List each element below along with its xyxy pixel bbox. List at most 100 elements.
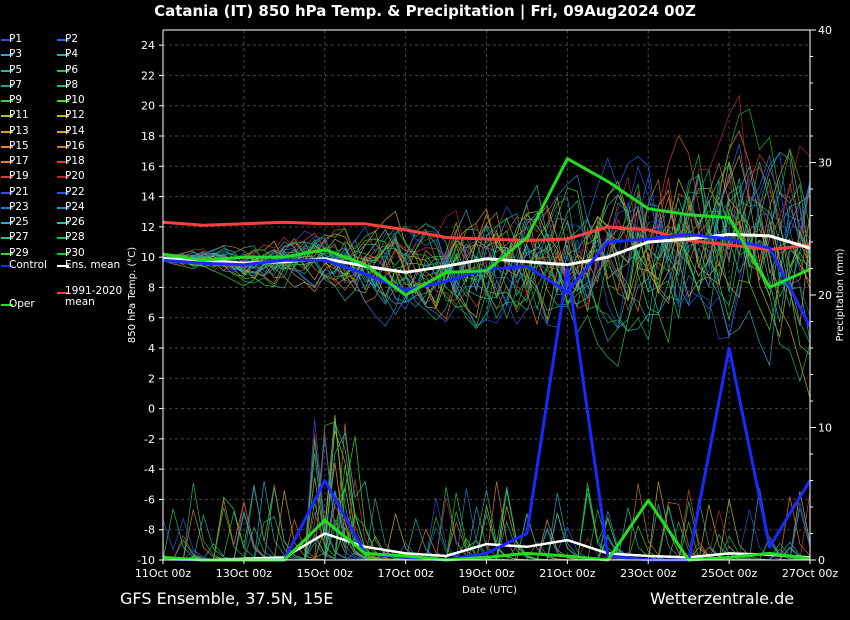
y2-tick-label: 20 — [818, 289, 832, 302]
y-tick-label: -8 — [144, 524, 155, 537]
legend-swatch-P22 — [57, 191, 69, 194]
y2-axis-title: Precipitation (mm) — [835, 248, 846, 341]
legend-swatch-P24 — [57, 206, 69, 209]
x-tick-label: 15Oct 00z — [297, 567, 354, 580]
x-tick-label: 23Oct 00z — [620, 567, 677, 580]
y-tick-label: 2 — [148, 372, 155, 385]
legend-swatch-P3 — [1, 54, 13, 57]
legend-swatch-P18 — [57, 161, 69, 163]
legend-swatch-P11 — [1, 115, 13, 118]
legend-label-P20: P20 — [65, 170, 85, 183]
y-tick-label: 12 — [141, 221, 155, 234]
legend-label-P8: P8 — [65, 78, 79, 91]
x-tick-label: 27Oct 00z — [782, 567, 839, 580]
member-p29-temp-line — [162, 173, 811, 343]
legend-label-P21: P21 — [9, 185, 29, 198]
legend-label-P24: P24 — [65, 200, 85, 213]
legend-label-P14: P14 — [65, 124, 85, 137]
legend-label-P30: P30 — [65, 246, 85, 259]
legend-swatch-P17 — [1, 161, 13, 163]
y-tick-label: 14 — [141, 191, 155, 204]
legend-swatch-P19 — [1, 176, 13, 179]
member-p25-temp-line — [162, 165, 811, 344]
legend-swatch-P21 — [1, 191, 13, 194]
legend-label-P11: P11 — [9, 109, 29, 122]
legend-swatch-control — [1, 265, 13, 267]
legend-swatch-P10 — [57, 100, 69, 102]
legend-swatch-P6 — [57, 69, 69, 72]
legend-swatch-P25 — [1, 222, 13, 224]
y-tick-label: -10 — [137, 554, 155, 567]
legend-label-P13: P13 — [9, 124, 29, 137]
x-tick-label: 17Oct 00z — [377, 567, 434, 580]
member-p15-temp-line — [162, 148, 811, 326]
legend-label-P6: P6 — [65, 63, 79, 76]
legend-label-P17: P17 — [9, 155, 29, 167]
x-tick-label: 19Oct 00z — [458, 567, 515, 580]
legend-label-P7: P7 — [9, 78, 23, 91]
model-location-caption: GFS Ensemble, 37.5N, 15E — [120, 589, 334, 608]
member-p28-temp-line — [162, 168, 811, 383]
y-tick-label: -2 — [144, 433, 155, 446]
legend-swatch-P15 — [1, 145, 13, 148]
x-tick-label: 11Oct 00z — [135, 567, 192, 580]
legend-swatch-oper — [1, 304, 13, 306]
legend-label-P28: P28 — [65, 231, 85, 244]
series-1991-2020-mean-line — [162, 220, 811, 252]
legend-label-P26: P26 — [65, 216, 85, 228]
legend-label-P27: P27 — [9, 231, 29, 244]
legend-label-ens-mean: Ens. mean — [65, 259, 121, 271]
legend-swatch-P9 — [1, 100, 13, 102]
legend-swatch-P14 — [57, 130, 69, 133]
legend-label-P4: P4 — [65, 48, 79, 61]
legend-label-P18: P18 — [65, 155, 85, 167]
member-p17-temp-line — [162, 129, 811, 320]
legend-swatch-P8 — [57, 84, 69, 87]
legend-label-control: Control — [9, 259, 47, 271]
legend-swatch-P12 — [57, 115, 69, 118]
legend-swatch-P4 — [57, 54, 69, 57]
legend-label-P16: P16 — [65, 139, 85, 152]
y-tick-label: 22 — [141, 69, 155, 82]
y-tick-label: 8 — [148, 281, 155, 294]
legend-label-P9: P9 — [9, 94, 23, 106]
legend-label-P25: P25 — [9, 216, 29, 228]
x-tick-label: 13Oct 00z — [216, 567, 273, 580]
legend-label-P12: P12 — [65, 109, 85, 122]
legend-swatch-P16 — [57, 145, 69, 148]
y-tick-label: 10 — [141, 251, 155, 264]
y-tick-label: -6 — [144, 493, 155, 506]
legend-label-P5: P5 — [9, 63, 23, 76]
y2-tick-label: 30 — [818, 157, 832, 170]
legend-swatch-ens-mean — [57, 265, 69, 267]
legend-swatch-P26 — [57, 222, 69, 224]
legend-swatch-clim-mean — [57, 292, 69, 294]
legend-swatch-P28 — [57, 237, 69, 240]
member-p19-temp-line — [162, 153, 811, 310]
legend-label-P10: P10 — [65, 94, 85, 106]
y-tick-label: 18 — [141, 130, 155, 143]
legend-label-P15: P15 — [9, 139, 29, 152]
member-p6-precip-line — [163, 482, 810, 561]
y-tick-label: 20 — [141, 100, 155, 113]
y-tick-label: 4 — [148, 342, 155, 355]
member-p24-temp-line — [162, 174, 811, 316]
legend-swatch-P7 — [1, 84, 13, 87]
legend-label-P2: P2 — [65, 33, 79, 45]
y-tick-label: 24 — [141, 39, 155, 52]
series-ens-mean-precip-line — [162, 532, 811, 562]
y-tick-label: -4 — [144, 463, 155, 476]
y-tick-label: 16 — [141, 160, 155, 173]
y2-tick-label: 40 — [818, 24, 832, 37]
legend-swatch-P5 — [1, 69, 13, 72]
legend-label-P22: P22 — [65, 185, 85, 198]
legend-swatch-P2 — [57, 39, 69, 41]
legend-swatch-P29 — [1, 252, 13, 255]
legend-swatch-P13 — [1, 130, 13, 133]
legend-swatch-P23 — [1, 206, 13, 209]
y-tick-label: 6 — [148, 312, 155, 325]
legend-label-P29: P29 — [9, 246, 29, 259]
y2-tick-label: 10 — [818, 422, 832, 435]
x-tick-label: 25Oct 00z — [701, 567, 758, 580]
